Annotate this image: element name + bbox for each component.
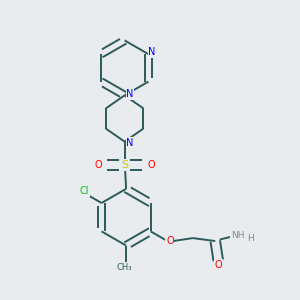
Text: O: O xyxy=(166,236,174,246)
Text: N: N xyxy=(148,47,156,57)
Text: H: H xyxy=(247,235,254,244)
Text: CH₃: CH₃ xyxy=(117,262,132,272)
Text: O: O xyxy=(214,260,222,270)
Text: NH: NH xyxy=(231,231,244,240)
Text: O: O xyxy=(94,160,102,170)
Text: N: N xyxy=(126,138,134,148)
Text: N: N xyxy=(126,89,134,99)
Text: S: S xyxy=(121,160,128,170)
Text: O: O xyxy=(147,160,155,170)
Text: Cl: Cl xyxy=(80,186,89,196)
